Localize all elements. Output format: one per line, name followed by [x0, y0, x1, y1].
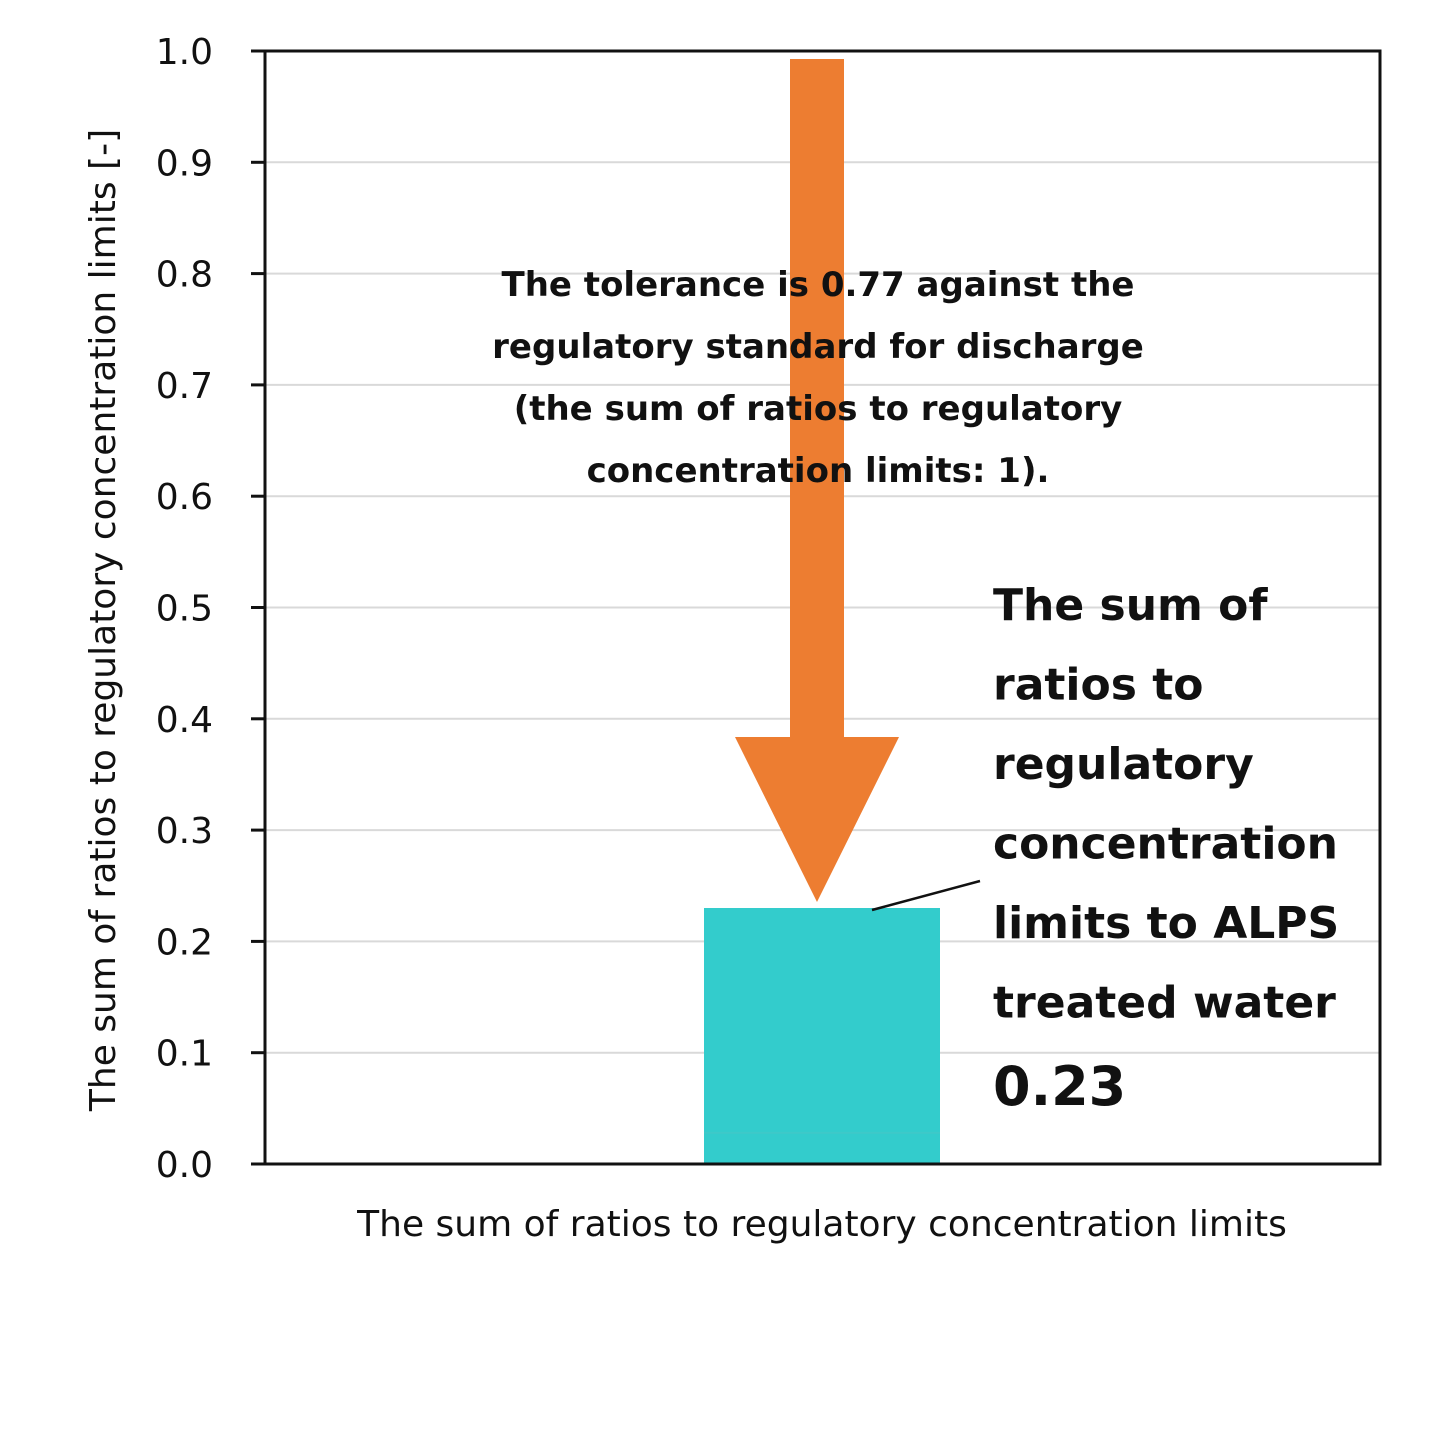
value-leader-line	[871, 879, 981, 912]
value-text-line: limits to ALPS	[993, 898, 1339, 949]
y-tick-label: 0.2	[156, 922, 213, 963]
tolerance-text-line: regulatory standard for discharge	[492, 327, 1144, 367]
bar-alps-treated-water	[704, 908, 940, 1164]
y-tick-label: 0.9	[156, 143, 213, 184]
y-tick-label: 0.8	[156, 255, 213, 296]
tolerance-text-line: The tolerance is 0.77 against the	[502, 265, 1135, 305]
value-text-line: ratios to	[993, 660, 1204, 711]
value-annotation: The sum of ratios to regulatory concentrati…	[993, 580, 1339, 1118]
y-tick-label: 0.7	[156, 366, 213, 407]
tolerance-text-line: (the sum of ratios to regulatory	[514, 389, 1123, 429]
y-tick-label: 0.3	[156, 811, 213, 852]
y-tick-label: 0.5	[156, 589, 213, 630]
tolerance-annotation: The tolerance is 0.77 against the regulat…	[492, 265, 1144, 491]
tolerance-arrow	[735, 59, 899, 903]
x-axis-label: The sum of ratios to regulatory concentr…	[356, 1204, 1287, 1245]
y-tick-label: 0.6	[156, 477, 213, 518]
y-tick-label: 0.1	[156, 1034, 213, 1075]
y-tick-label: 1.0	[156, 32, 213, 73]
y-tick-label: 0.4	[156, 700, 213, 741]
value-text-line: regulatory	[993, 739, 1254, 790]
value-number: 0.23	[993, 1055, 1126, 1118]
value-text-line: The sum of	[993, 580, 1268, 631]
y-axis-ticks: 0.0 0.1 0.2 0.3 0.4 0.5 0.6 0.7 0.8 0.9 1.0	[156, 32, 265, 1186]
tolerance-text-line: concentration limits: 1).	[587, 451, 1050, 491]
y-axis-label: The sum of ratios to regulatory concentr…	[83, 129, 124, 1112]
value-text-line: concentration	[993, 819, 1338, 870]
y-tick-label: 0.0	[156, 1145, 213, 1186]
value-text-line: treated water	[993, 978, 1336, 1029]
